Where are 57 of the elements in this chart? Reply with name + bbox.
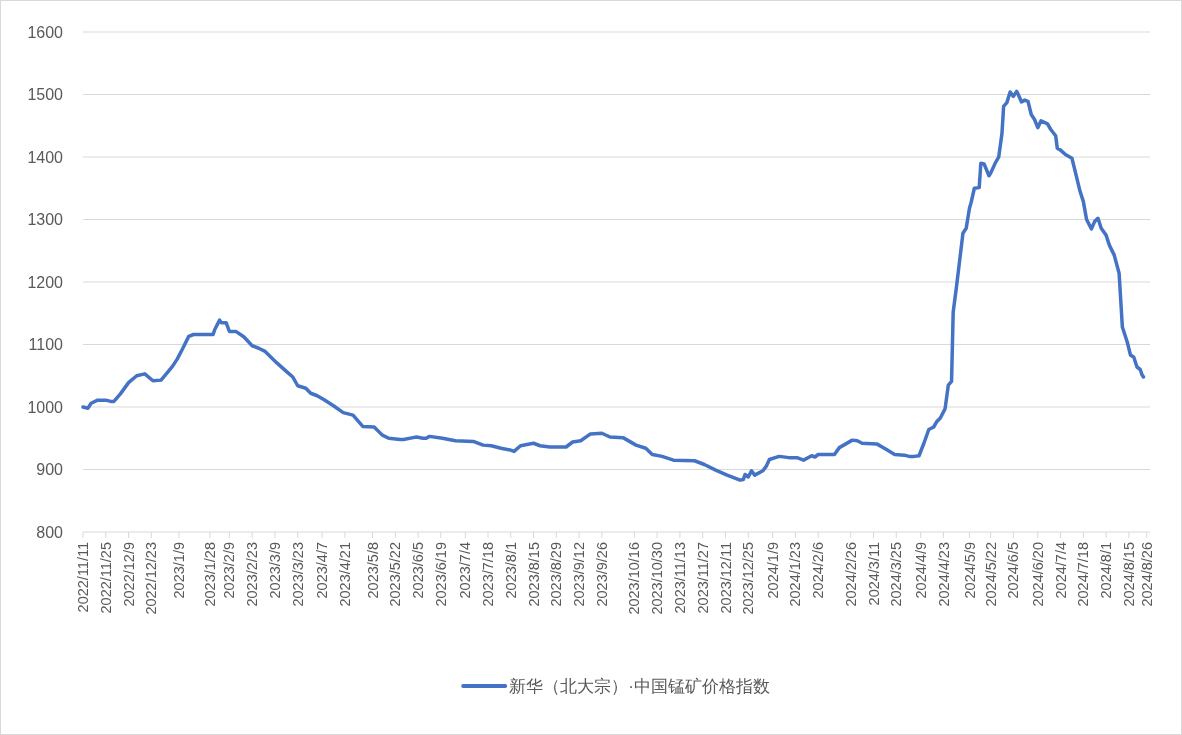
legend-label: 新华（北大宗）·中国锰矿价格指数 [509,676,770,696]
x-tick-label: 2024/8/15 [1120,542,1137,607]
x-tick-label: 2023/8/15 [525,542,542,607]
y-tick-label: 1200 [27,273,64,291]
x-tick-label: 2024/7/18 [1075,542,1092,607]
x-tick-label: 2023/9/26 [593,542,610,607]
x-tick-label: 2023/11/27 [694,542,711,614]
x-tick-label: 2023/10/16 [626,542,643,615]
x-tick-label: 2023/8/29 [548,542,565,607]
x-tick-label: 2023/12/25 [740,542,757,615]
x-tick-label: 2024/6/20 [1029,542,1046,607]
x-tick-label: 2024/3/11 [865,542,882,606]
y-tick-label: 800 [36,523,64,541]
x-tick-label: 2023/5/8 [364,542,381,599]
x-tick-label: 2024/4/9 [912,542,929,599]
x-tick-label: 2024/2/6 [810,542,827,599]
x-tick-label: 2024/3/25 [888,542,905,607]
x-tick-label: 2024/4/23 [935,542,952,607]
x-tick-label: 2022/11/25 [97,542,114,614]
x-tick-label: 2023/1/9 [171,542,188,599]
x-tick-label: 2024/1/23 [787,542,804,607]
x-tick-label: 2024/5/9 [961,542,978,599]
x-tick-label: 2023/5/22 [387,542,404,607]
x-tick-label: 2024/2/26 [842,542,859,607]
x-tick-label: 2023/7/4 [457,542,474,599]
x-tick-label: 2023/2/9 [221,542,238,599]
x-tick-label: 2022/12/23 [143,542,160,615]
x-tick-label: 2023/9/12 [571,542,588,607]
x-tick-label: 2023/12/11 [717,542,734,614]
y-tick-label: 900 [36,461,64,479]
x-tick-label: 2024/1/9 [764,542,781,599]
x-tick-label: 2024/8/26 [1138,542,1155,607]
x-tick-label: 2023/6/5 [410,542,427,599]
x-tick-label: 2024/6/5 [1005,542,1022,599]
x-tick-label: 2023/3/23 [289,542,306,607]
x-tick-label: 2023/6/19 [432,542,449,607]
x-tick-label: 2023/4/21 [336,542,353,607]
x-tick-label: 2023/4/7 [314,542,331,599]
y-tick-label: 1400 [27,148,64,166]
x-tick-label: 2024/8/1 [1098,542,1115,599]
x-tick-label: 2023/11/13 [672,542,689,614]
x-tick-label: 2023/7/18 [480,542,497,607]
x-tick-label: 2023/1/28 [201,542,218,607]
y-tick-label: 1600 [27,23,64,41]
x-tick-label: 2024/5/22 [982,542,999,607]
y-tick-label: 1000 [27,398,64,416]
x-tick-label: 2024/7/4 [1052,542,1069,599]
x-tick-label: 2022/12/9 [120,542,137,607]
x-tick-label: 2023/2/23 [244,542,261,607]
x-tick-label: 2023/8/1 [502,542,519,599]
legend: 新华（北大宗）·中国锰矿价格指数 [461,676,770,696]
x-tick-label: 2022/11/11 [75,542,92,613]
y-tick-label: 1300 [27,211,64,229]
y-tick-label: 1500 [27,86,64,104]
x-tick-label: 2023/10/30 [649,542,666,615]
y-tick-label: 1100 [28,336,64,354]
x-tick-label: 2023/3/9 [267,542,283,599]
